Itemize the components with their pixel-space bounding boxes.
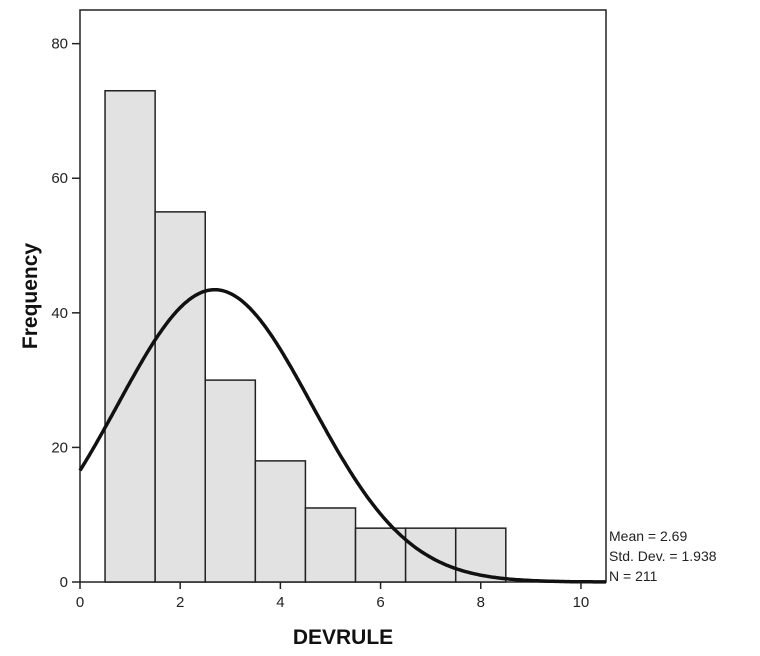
- y-tick-label: 60: [51, 170, 68, 187]
- y-axis-title: Frequency: [19, 243, 42, 350]
- stat-mean: Mean = 2.69: [609, 528, 687, 544]
- x-tick-label: 4: [276, 594, 284, 611]
- x-tick-label: 10: [573, 594, 590, 611]
- y-tick-label: 0: [60, 574, 68, 591]
- x-tick-label: 8: [477, 594, 485, 611]
- histogram-bar-3: [205, 380, 255, 582]
- histogram-bar-4: [255, 461, 305, 582]
- x-tick-label: 6: [376, 594, 384, 611]
- y-axis: 0 20 40 60 80: [51, 36, 80, 591]
- x-axis-title: DEVRULE: [293, 626, 393, 649]
- x-axis: 0 2 4 6 8 10: [76, 582, 589, 611]
- y-tick-label: 80: [51, 36, 68, 53]
- x-tick-label: 0: [76, 594, 84, 611]
- histogram-bar-5: [305, 508, 355, 582]
- histogram-bar-6: [356, 528, 406, 582]
- histogram-bar-7: [406, 528, 456, 582]
- histogram-bar-1: [105, 91, 155, 582]
- y-tick-label: 40: [51, 305, 68, 322]
- stat-std-dev: Std. Dev. = 1.938: [609, 548, 717, 564]
- y-tick-label: 20: [51, 439, 68, 456]
- stat-n: N = 211: [609, 568, 658, 584]
- histogram-bar-2: [155, 212, 205, 582]
- x-tick-label: 2: [176, 594, 184, 611]
